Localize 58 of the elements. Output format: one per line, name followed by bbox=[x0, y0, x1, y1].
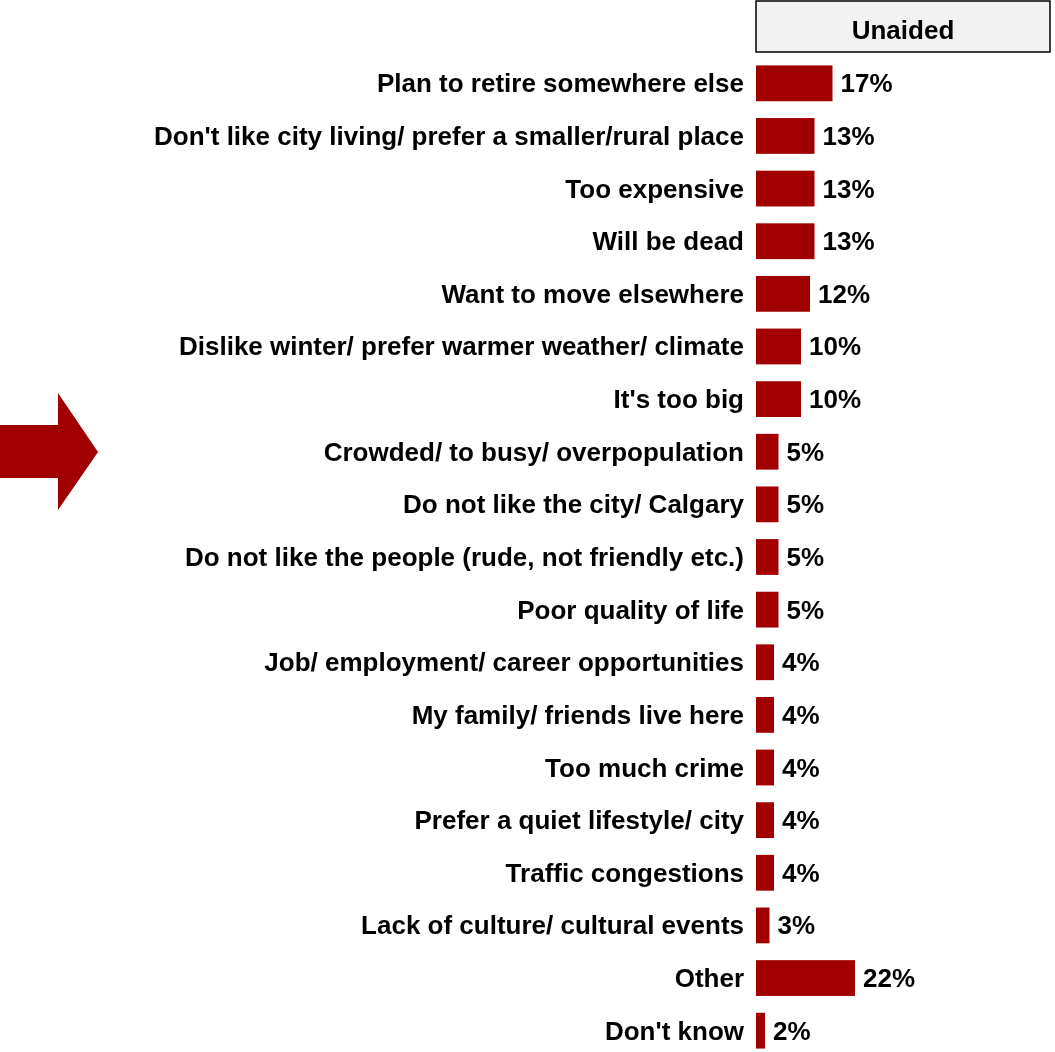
bar bbox=[756, 223, 815, 260]
y-tick-label: Dislike winter/ prefer warmer weather/ climate bbox=[178, 331, 744, 362]
y-tick-label: Want to move elsewhere bbox=[441, 278, 744, 309]
y-tick-label: Prefer a quiet lifestyle/ city bbox=[414, 805, 745, 836]
y-tick-label: Plan to retire somewhere else bbox=[376, 68, 744, 99]
data-label: 13% bbox=[822, 173, 875, 204]
y-tick-label: Crowded/ to busy/ overpopulation bbox=[323, 436, 744, 467]
data-label: 5% bbox=[786, 542, 825, 572]
bar bbox=[756, 960, 855, 996]
y-tick-label: Traffic congestions bbox=[505, 857, 744, 888]
data-label: 10% bbox=[809, 331, 862, 362]
data-label: 22% bbox=[863, 963, 916, 994]
bar bbox=[756, 749, 774, 786]
data-label: 10% bbox=[809, 384, 862, 415]
y-tick-label: Other bbox=[674, 963, 744, 994]
bar bbox=[756, 907, 770, 944]
y-tick-label: Too much crime bbox=[545, 752, 744, 783]
y-tick-label: Do not like the people (rude, not friendly etc.) bbox=[184, 542, 744, 572]
bar bbox=[756, 697, 774, 733]
y-tick-label: Too expensive bbox=[565, 173, 744, 204]
bar bbox=[756, 118, 815, 154]
bar bbox=[756, 486, 779, 523]
y-tick-label: Don't know bbox=[604, 1015, 745, 1046]
data-label: 13% bbox=[822, 226, 875, 257]
chart-title: Unaided bbox=[851, 15, 955, 45]
bar bbox=[756, 433, 779, 470]
y-tick-label: Will be dead bbox=[592, 226, 744, 257]
data-label: 13% bbox=[822, 120, 875, 151]
bar bbox=[756, 381, 801, 417]
data-label: 4% bbox=[782, 857, 820, 888]
data-label: 5% bbox=[786, 594, 825, 625]
y-tick-label: Don't like city living/ prefer a smaller/rural place bbox=[154, 120, 744, 151]
bar bbox=[756, 170, 815, 207]
y-tick-label: Job/ employment/ career opportunities bbox=[264, 647, 744, 678]
bar bbox=[756, 644, 774, 681]
data-label: 2% bbox=[773, 1015, 811, 1046]
y-tick-label: Poor quality of life bbox=[517, 594, 744, 625]
data-label: 5% bbox=[786, 436, 825, 467]
bar bbox=[756, 1012, 765, 1049]
data-label: 4% bbox=[782, 647, 820, 678]
bar bbox=[756, 65, 833, 102]
data-label: 12% bbox=[818, 278, 871, 309]
data-label: 3% bbox=[777, 910, 816, 941]
y-tick-label: My family/ friends live here bbox=[411, 699, 744, 730]
bar bbox=[756, 591, 779, 628]
y-tick-label: Lack of culture/ cultural events bbox=[361, 910, 744, 941]
y-tick-label: It's too big bbox=[613, 384, 744, 415]
bar bbox=[756, 802, 774, 839]
bar bbox=[756, 275, 810, 312]
data-label: 5% bbox=[786, 489, 825, 520]
y-tick-label: Do not like the city/ Calgary bbox=[403, 489, 745, 520]
bar bbox=[756, 539, 779, 575]
data-label: 4% bbox=[782, 805, 820, 836]
bar bbox=[756, 328, 801, 365]
data-label: 4% bbox=[782, 752, 820, 783]
data-label: 17% bbox=[840, 68, 893, 99]
bar bbox=[756, 854, 774, 891]
data-label: 4% bbox=[782, 699, 820, 730]
